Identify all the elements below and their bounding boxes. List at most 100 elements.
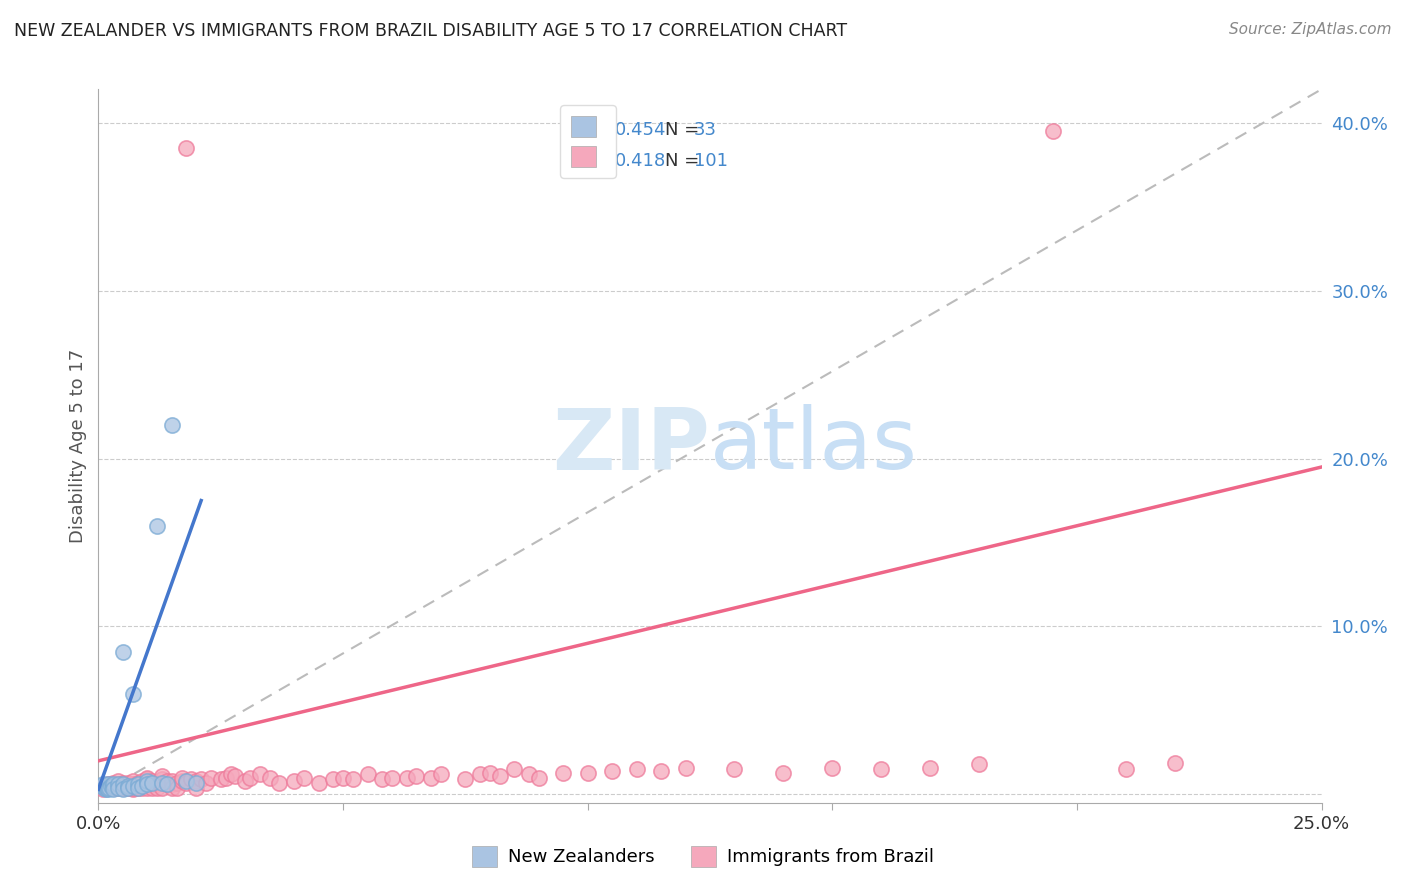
Point	[454, 772, 477, 787]
Point	[121, 780, 143, 795]
Point	[141, 777, 163, 791]
Point	[224, 769, 246, 783]
Point	[292, 771, 315, 785]
Point	[96, 780, 118, 795]
Point	[180, 772, 202, 787]
Point	[136, 775, 159, 789]
Point	[190, 772, 212, 787]
Point	[111, 780, 134, 795]
Point	[200, 771, 222, 785]
Point	[121, 777, 143, 791]
Point	[920, 760, 942, 774]
Point	[156, 777, 179, 791]
Point	[395, 771, 418, 785]
Point	[121, 782, 143, 797]
Point	[136, 777, 159, 791]
Point	[97, 782, 120, 797]
Text: 33: 33	[695, 121, 717, 139]
Point	[100, 779, 122, 793]
Point	[101, 775, 124, 789]
Text: 0.418: 0.418	[614, 152, 666, 170]
Point	[141, 780, 163, 795]
Point	[170, 771, 193, 785]
Point	[127, 779, 149, 793]
Point	[156, 777, 179, 791]
Point	[1115, 762, 1137, 776]
Point	[233, 774, 256, 789]
Point	[342, 772, 364, 787]
Point	[107, 777, 129, 791]
Point	[150, 775, 173, 789]
Point	[91, 782, 114, 797]
Point	[111, 779, 134, 793]
Point	[101, 782, 124, 797]
Point	[166, 780, 188, 795]
Point	[259, 771, 281, 785]
Point	[107, 777, 129, 791]
Point	[121, 779, 143, 793]
Point	[214, 771, 236, 785]
Point	[186, 774, 208, 789]
Point	[117, 779, 139, 793]
Text: R =: R =	[582, 121, 620, 139]
Point	[97, 777, 120, 791]
Point	[91, 777, 114, 791]
Point	[503, 762, 526, 776]
Point	[101, 779, 124, 793]
Point	[131, 777, 153, 791]
Point	[111, 775, 134, 789]
Point	[381, 771, 404, 785]
Point	[101, 779, 124, 793]
Point	[209, 772, 232, 787]
Point	[967, 757, 990, 772]
Point	[176, 141, 198, 155]
Point	[527, 771, 550, 785]
Point	[127, 780, 149, 795]
Point	[219, 767, 242, 781]
Point	[150, 769, 173, 783]
Point	[146, 775, 169, 789]
Point	[176, 774, 198, 789]
Point	[141, 774, 163, 789]
Point	[176, 775, 198, 789]
Point	[249, 767, 271, 781]
Point	[101, 780, 124, 795]
Point	[91, 779, 114, 793]
Point	[821, 760, 844, 774]
Point	[111, 777, 134, 791]
Point	[186, 780, 208, 795]
Point	[488, 769, 510, 783]
Point	[195, 775, 218, 789]
Point	[160, 780, 183, 795]
Text: atlas: atlas	[710, 404, 918, 488]
Point	[121, 774, 143, 789]
Point	[127, 780, 149, 795]
Text: 101: 101	[695, 152, 728, 170]
Point	[870, 762, 893, 776]
Legend: , : ,	[560, 105, 616, 178]
Point	[723, 762, 745, 776]
Point	[136, 772, 159, 787]
Point	[117, 780, 139, 795]
Legend: New Zealanders, Immigrants from Brazil: New Zealanders, Immigrants from Brazil	[465, 838, 941, 874]
Point	[107, 780, 129, 795]
Point	[94, 782, 117, 797]
Text: N =: N =	[665, 121, 704, 139]
Point	[98, 780, 121, 795]
Point	[160, 777, 183, 791]
Point	[111, 782, 134, 797]
Point	[93, 780, 115, 795]
Point	[468, 767, 491, 781]
Point	[91, 779, 114, 793]
Point	[160, 417, 183, 432]
Text: ZIP: ZIP	[553, 404, 710, 488]
Point	[186, 775, 208, 789]
Point	[97, 777, 120, 791]
Point	[136, 774, 159, 789]
Point	[111, 645, 134, 659]
Y-axis label: Disability Age 5 to 17: Disability Age 5 to 17	[69, 349, 87, 543]
Point	[170, 774, 193, 789]
Point	[146, 780, 169, 795]
Point	[121, 687, 143, 701]
Point	[117, 780, 139, 795]
